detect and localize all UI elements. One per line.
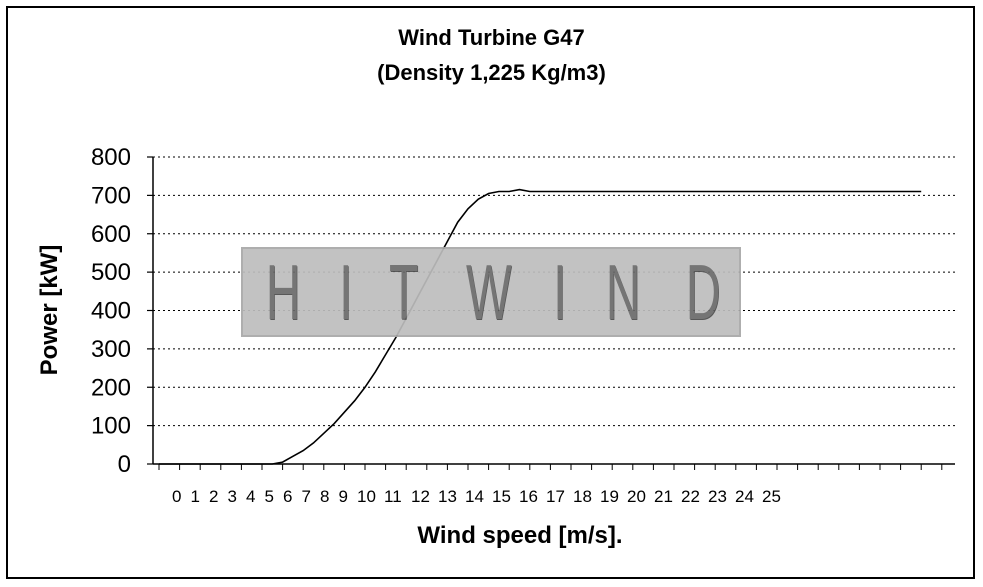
y-tick-label-400: 400: [91, 298, 131, 325]
x-tick-label-6: 6: [283, 487, 292, 506]
x-tick-label-20: 20: [627, 487, 646, 506]
x-tick-label-4: 4: [246, 487, 255, 506]
watermark-letter-i2: I: [553, 248, 567, 336]
x-tick-label-9: 9: [339, 487, 348, 506]
x-tick-label-11: 11: [384, 487, 402, 506]
x-tick-label-17: 17: [546, 487, 565, 506]
y-tick-label-600: 600: [91, 221, 131, 248]
chart-title: Wind Turbine G47: [398, 25, 585, 50]
x-tick-label-13: 13: [438, 487, 457, 506]
watermark-letter-t: T: [389, 248, 420, 336]
x-tick-label-14: 14: [465, 487, 484, 506]
y-tick-label-500: 500: [91, 259, 131, 286]
x-tick-label-8: 8: [320, 487, 329, 506]
y-tick-label-300: 300: [91, 336, 131, 363]
y-tick-label-800: 800: [91, 144, 131, 171]
chart-subtitle: (Density 1,225 Kg/m3): [377, 60, 606, 85]
watermark-letter-h: H: [265, 248, 301, 336]
x-tick-label-3: 3: [228, 487, 237, 506]
x-tick-label-16: 16: [519, 487, 538, 506]
y-tick-label-100: 100: [91, 413, 131, 440]
x-tick-label-15: 15: [492, 487, 511, 506]
x-tick-label-12: 12: [411, 487, 430, 506]
x-tick-label-22: 22: [681, 487, 700, 506]
watermark-letter-d: D: [685, 248, 721, 336]
x-tick-label-10: 10: [357, 487, 376, 506]
x-tick-label-23: 23: [708, 487, 727, 506]
x-tick-label-2: 2: [209, 487, 218, 506]
y-tick-label-0: 0: [118, 451, 131, 478]
x-tick-label-18: 18: [573, 487, 592, 506]
x-tick-label-19: 19: [600, 487, 619, 506]
series-line-0: [159, 188, 922, 465]
watermark-logo: H I T W I N D: [241, 247, 741, 337]
watermark-letter-n: N: [605, 248, 641, 336]
x-tick-label-1: 1: [191, 487, 200, 506]
x-axis-label: Wind speed [m/s].: [417, 522, 622, 549]
x-tick-label-21: 21: [654, 487, 673, 506]
watermark-letter-w: W: [465, 248, 512, 336]
y-tick-label-200: 200: [91, 374, 131, 401]
x-tick-label-5: 5: [265, 487, 274, 506]
x-tick-label-25: 25: [762, 487, 781, 506]
y-tick-label-700: 700: [91, 182, 131, 209]
x-tick-label-7: 7: [302, 487, 311, 506]
x-tick-label-0: 0: [172, 487, 181, 506]
y-axis-label: Power [kW]: [36, 245, 63, 376]
x-tick-label-24: 24: [735, 487, 754, 506]
watermark-letter-i1: I: [339, 248, 353, 336]
